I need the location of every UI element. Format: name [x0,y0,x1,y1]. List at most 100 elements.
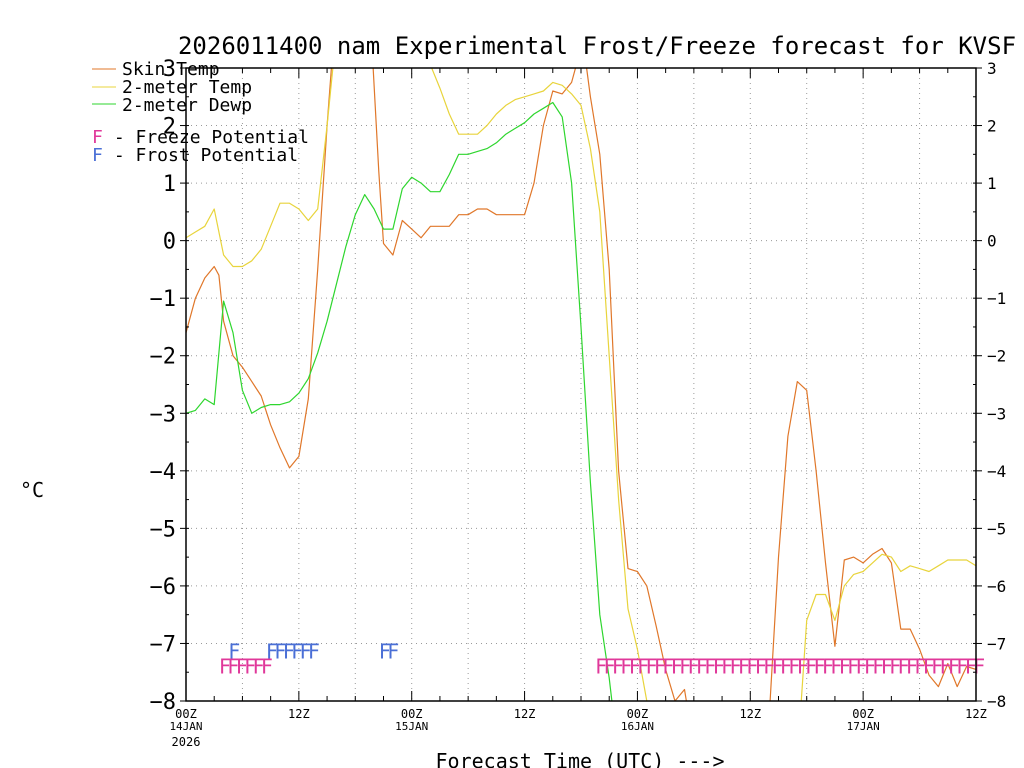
x-tick-date: 17JAN [847,720,880,733]
chart-title: 2026011400 nam Experimental Frost/Freeze… [178,32,1016,60]
freeze-marker: F [604,654,616,678]
y-tick-label-left: 0 [163,230,176,255]
freeze-marker: F [629,654,641,678]
grid-lines [186,68,976,701]
frost-marker: F [274,639,286,663]
frost-marker: F [266,639,278,663]
legend-freeze-letter: F [92,127,103,148]
freeze-marker: F [923,654,935,678]
y-tick-label-left: −7 [150,632,177,657]
freeze-marker: F [713,654,725,678]
x-tick-label: 00Z [627,707,649,721]
freeze-marker: F [688,654,700,678]
legend-freeze-text: - Freeze Potential [103,127,309,148]
freeze-marker: F [889,654,901,678]
y-tick-label-right: −7 [987,634,1006,653]
y-tick-label-right: −6 [987,577,1006,596]
freeze-marker: F [797,654,809,678]
y-tick-label-left: −8 [150,690,177,715]
freeze-marker: F [948,654,960,678]
freeze-marker: F [738,654,750,678]
freeze-marker: F [822,654,834,678]
freeze-marker: F [219,654,231,678]
freeze-marker: F [956,654,968,678]
frost-marker: F [283,639,295,663]
y-tick-label-right: 0 [987,232,997,251]
y-tick-label-right: −3 [987,404,1006,423]
frost-marker: F [228,639,240,663]
y-tick-label-right: −5 [987,519,1006,538]
legend: Skin Temp 2-meter Temp 2-meter Dewp F - … [92,59,309,166]
y-tick-label-left: 2 [163,115,176,140]
y-tick-label-right: 2 [987,117,997,136]
freeze-marker: F [637,654,649,678]
y-tick-label-left: −4 [150,460,177,485]
x-axis-label: Forecast Time (UTC) ---> [436,749,725,768]
freeze-marker: F [864,654,876,678]
freeze-marker: F [746,654,758,678]
freeze-marker: F [236,654,248,678]
frost-marker: F [300,639,312,663]
freeze-marker: F [847,654,859,678]
freeze-marker: F [755,654,767,678]
y-tick-label-right: −1 [987,289,1006,308]
x-tick-date: 15JAN [395,720,428,733]
legend-label-2m-dewp: 2-meter Dewp [122,95,252,116]
freeze-marker: F [872,654,884,678]
series-line-2-meter-dewp [186,101,613,701]
freeze-marker: F [696,654,708,678]
x-tick-date: 16JAN [621,720,654,733]
y-tick-label-left: −3 [150,402,177,427]
x-tick-label: 00Z [852,707,874,721]
y-axis-label: °C [20,478,44,502]
x-tick-year: 2026 [172,735,201,749]
series-lines [186,68,976,701]
freeze-marker: F [881,654,893,678]
x-tick-label: 12Z [288,707,310,721]
legend-label-2m-temp: 2-meter Temp [122,77,252,98]
frost-marker: F [291,639,303,663]
x-tick-label: 12Z [965,707,987,721]
freeze-marker: F [788,654,800,678]
axis-ticks: 3 3 2 2 1 1 0 0 −1 −1 −2 −2 −3 −3 −4 −4 −5 −5 −6 −6 −7 −7 −8 −8… [150,57,1007,749]
x-tick-label: 12Z [739,707,761,721]
y-tick-label-left: −6 [150,575,177,600]
freeze-marker: F [906,654,918,678]
legend-frost-text: - Frost Potential [103,145,298,166]
frost-marker: F [387,639,399,663]
freeze-marker: F [654,654,666,678]
frost-marker: F [379,639,391,663]
freeze-marker: F [805,654,817,678]
frost-marker: F [308,639,320,663]
freeze-marker: F [227,654,239,678]
x-tick-label: 00Z [175,707,197,721]
x-tick-label: 12Z [514,707,536,721]
y-tick-label-left: 3 [163,57,176,82]
series-line-2-meter-temp [186,68,976,701]
freeze-marker: F [780,654,792,678]
freeze-marker: F [612,654,624,678]
x-tick-date: 14JAN [169,720,202,733]
x-tick-label: 00Z [401,707,423,721]
legend-label-skin-temp: Skin Temp [122,59,220,80]
freeze-marker: F [814,654,826,678]
freeze-marker: F [772,654,784,678]
y-tick-label-right: 3 [987,59,997,78]
freeze-marker: F [646,654,658,678]
freeze-marker: F [973,654,985,678]
freeze-marker: F [763,654,775,678]
freeze-marker: F [671,654,683,678]
y-tick-label-left: −1 [150,287,177,312]
freeze-marker: F [898,654,910,678]
legend-frost-letter: F [92,145,103,166]
y-tick-label-left: −5 [150,517,177,542]
series-line-skin-temp [186,68,976,701]
y-tick-label-left: 1 [163,172,176,197]
freeze-marker: F [856,654,868,678]
freeze-marker: F [730,654,742,678]
freeze-marker: F [679,654,691,678]
freeze-marker: F [839,654,851,678]
